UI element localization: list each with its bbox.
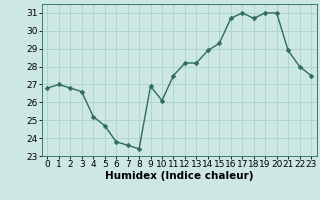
X-axis label: Humidex (Indice chaleur): Humidex (Indice chaleur) [105, 171, 253, 181]
